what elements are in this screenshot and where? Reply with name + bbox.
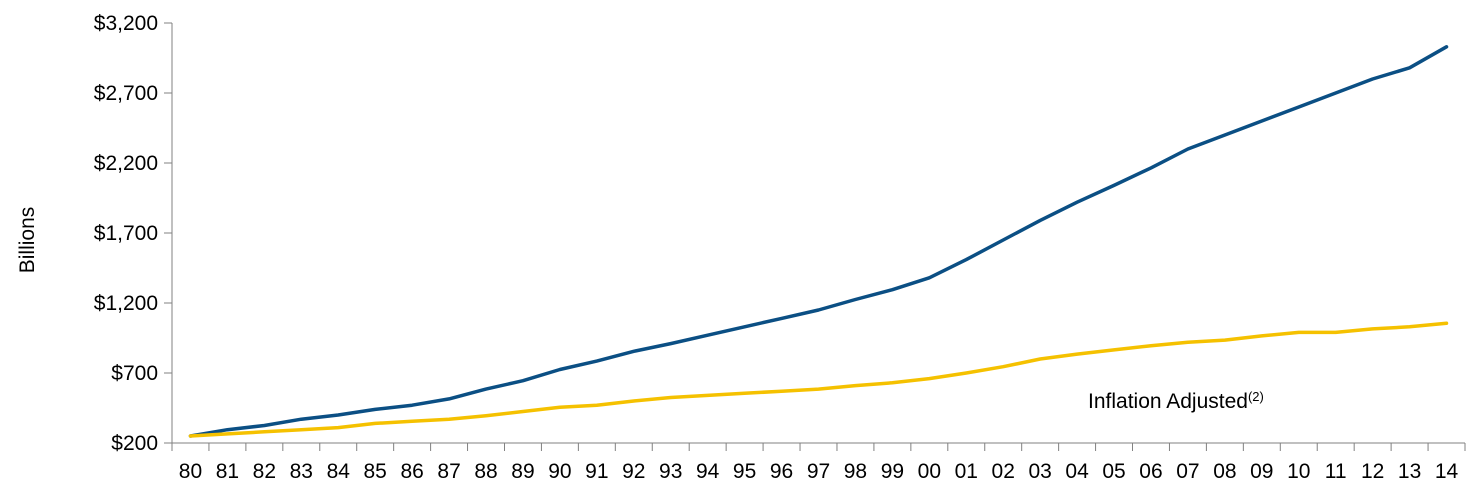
y-tick-label: $700: [111, 362, 158, 385]
x-tick-label: 87: [437, 460, 460, 483]
x-tick-label: 84: [327, 460, 351, 483]
x-tick-label: 88: [474, 460, 497, 483]
x-tick-label: 99: [881, 460, 904, 483]
x-tick-label: 98: [844, 460, 867, 483]
x-tick-label: 08: [1213, 460, 1236, 483]
y-tick-label: $1,700: [94, 222, 158, 245]
x-tick-label: 86: [400, 460, 423, 483]
x-tick-label: 89: [511, 460, 534, 483]
x-tick-label: 96: [770, 460, 793, 483]
x-tick-label: 01: [955, 460, 978, 483]
x-tick-label: 09: [1250, 460, 1273, 483]
x-tick-label: 10: [1287, 460, 1310, 483]
y-axis-label: Billions: [16, 207, 39, 274]
x-tick-label: 94: [696, 460, 720, 483]
x-tick-label: 81: [216, 460, 239, 483]
axes: [164, 22, 1466, 451]
y-tick-label: $3,200: [94, 12, 158, 35]
x-tick-label: 85: [364, 460, 387, 483]
series-line-2: [188, 321, 1449, 438]
annotation-superscript: (2): [1248, 389, 1264, 404]
x-tick-label: 07: [1176, 460, 1199, 483]
series-lines: [188, 45, 1449, 438]
y-tick-label: $2,200: [94, 152, 158, 175]
x-tick-label: 14: [1435, 460, 1459, 483]
x-tick-label: 03: [1028, 460, 1051, 483]
y-tick-label: $200: [111, 432, 158, 455]
y-tick-labels: $200 $700 $1,200 $1,700 $2,200 $2,700 $3,200: [94, 12, 158, 455]
x-tick-label: 05: [1102, 460, 1125, 483]
x-tick-label: 80: [179, 460, 202, 483]
x-tick-labels: 80 81 82 83 84 85 86 87 88 89 90 91 92 93 94 95 96 97 98 99…: [179, 460, 1459, 483]
x-tick-label: 95: [733, 460, 756, 483]
x-tick-label: 02: [992, 460, 1015, 483]
x-tick-label: 82: [253, 460, 276, 483]
y-tick-label: $1,200: [94, 292, 158, 315]
inflation-annotation: Inflation Adjusted(2): [1088, 389, 1264, 413]
x-tick-label: 83: [290, 460, 313, 483]
x-tick-label: 97: [807, 460, 830, 483]
x-tick-label: 13: [1398, 460, 1421, 483]
x-tick-label: 04: [1065, 460, 1089, 483]
x-tick-label: 00: [918, 460, 941, 483]
x-tick-label: 11: [1325, 460, 1347, 483]
x-tick-label: 06: [1139, 460, 1162, 483]
x-tick-label: 93: [659, 460, 682, 483]
x-tick-label: 91: [585, 460, 608, 483]
series-line-1: [188, 45, 1449, 438]
annotation-text: Inflation Adjusted: [1088, 390, 1248, 413]
x-tick-label: 12: [1361, 460, 1384, 483]
x-tick-label: 92: [622, 460, 645, 483]
x-tick-label: 90: [548, 460, 571, 483]
y-tick-label: $2,700: [94, 82, 158, 105]
